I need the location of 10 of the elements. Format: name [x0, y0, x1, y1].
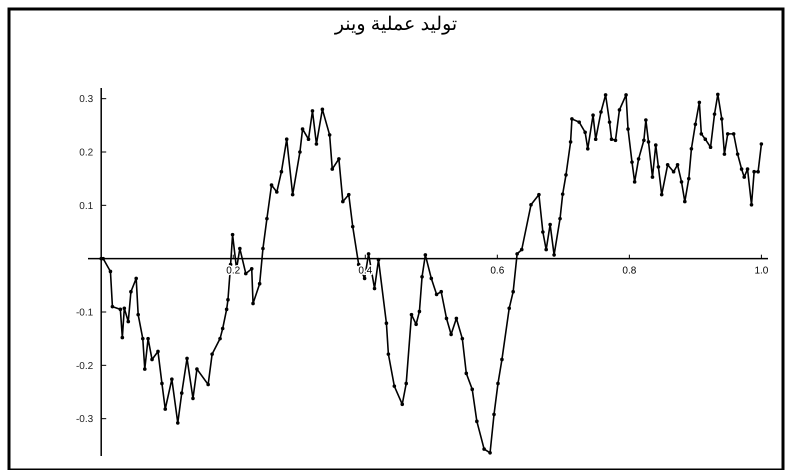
y-tick-label: -0.2	[76, 360, 94, 372]
x-tick-label: 1.0	[754, 266, 769, 277]
y-tick-label: 0.1	[79, 200, 94, 212]
y-tick-label: 0.2	[79, 148, 94, 158]
chart-title: توليد عملية وينر	[334, 14, 458, 35]
y-tick-label: -0.3	[76, 414, 94, 426]
x-tick-label: 0.6	[490, 266, 505, 277]
x-tick-label: 0.8	[622, 266, 637, 277]
y-tick-label: -0.1	[76, 308, 94, 318]
y-tick-label: 0.3	[79, 94, 94, 106]
